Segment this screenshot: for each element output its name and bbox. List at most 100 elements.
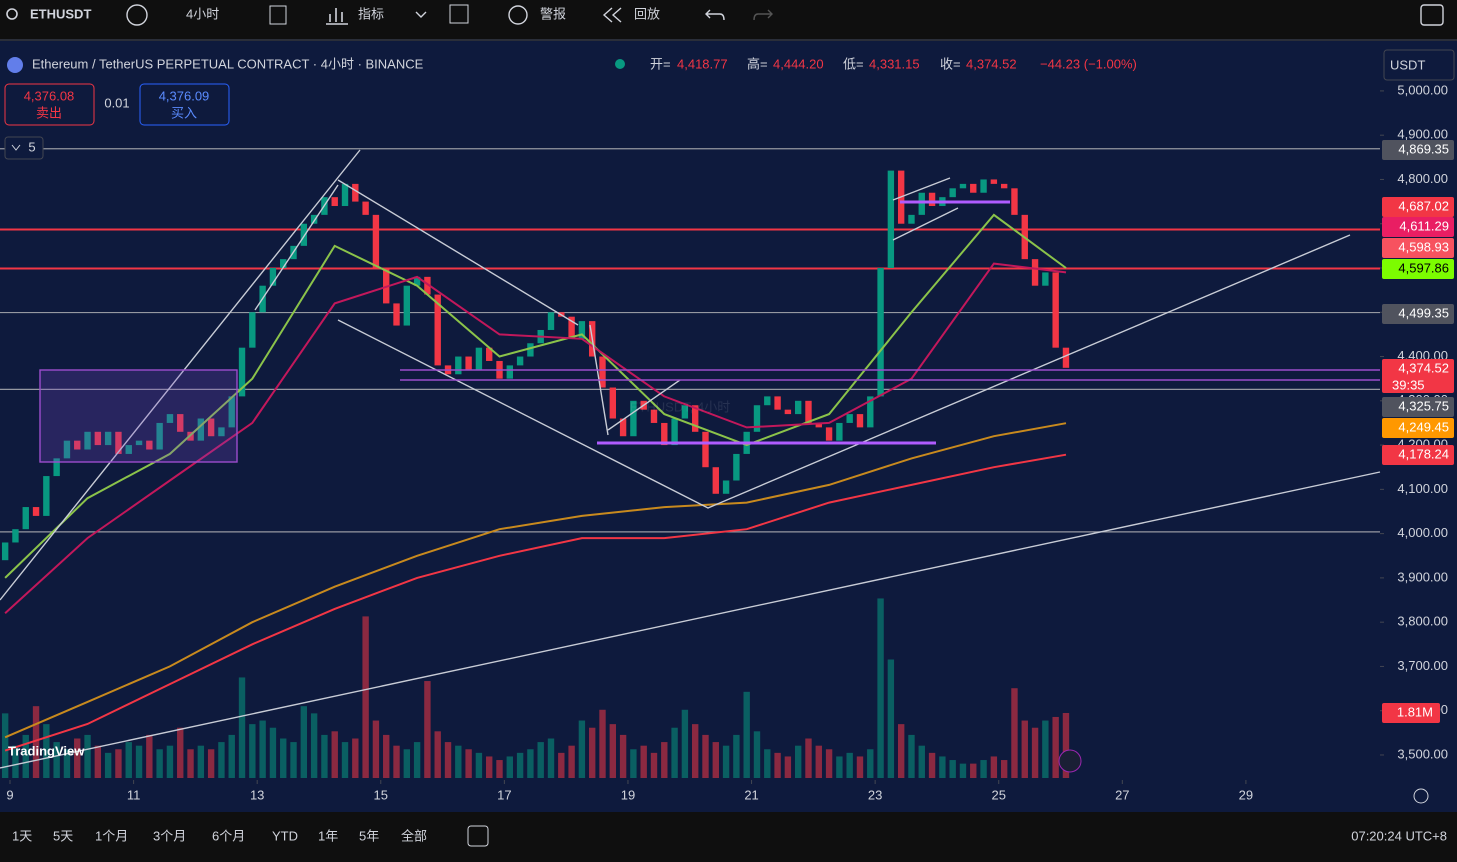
price-tag [1382,304,1454,324]
volume-bar [537,742,544,778]
ohlc-key: 收= [940,56,961,71]
price-tag-label: 4,374.52 [1398,360,1449,375]
x-tick-label: 27 [1115,787,1129,802]
range-button[interactable]: 3个月 [153,828,186,843]
volume-bar [764,749,771,778]
lightning[interactable] [1058,749,1082,773]
watermark: ETHUSDT, 4小时 [630,399,730,414]
volume-bar [568,745,575,778]
candle-body [578,321,586,339]
price-tag-label: 4,869.35 [1398,141,1449,156]
range-button[interactable]: YTD [272,828,298,843]
interval[interactable]: 4小时 [186,6,219,21]
countdown: 39:35 [1392,377,1425,392]
range-button[interactable]: 1天 [12,828,32,843]
buy-button[interactable] [139,83,230,126]
range-button[interactable]: 全部 [401,828,427,843]
range-button[interactable]: 5天 [53,828,73,843]
chart-type-icon[interactable] [269,5,287,25]
volume-bar [156,749,163,778]
candle-body [280,259,287,268]
volume-bar [990,756,998,778]
volume-bar [733,734,740,778]
candle-body [568,316,575,339]
alerts[interactable]: 警报 [540,6,566,21]
volume-bar [805,738,812,778]
y-tick-label: 4,800.00 [1397,171,1448,186]
volume-bar [836,756,843,778]
volume-bar [671,727,678,778]
volume-bar [784,756,792,778]
currency-select[interactable] [1383,49,1455,81]
volume-bar [856,756,864,778]
x-tick-label: 15 [374,787,388,802]
volume-bar [1021,720,1028,778]
add-compare[interactable] [126,4,148,26]
legend: Ethereum / TetherUS PERPETUAL CONTRACT ·… [4,49,1455,804]
price-tag-label: 4,687.02 [1398,198,1449,213]
candle-body [722,480,730,494]
volume-bar [372,720,380,778]
candle-body [609,387,616,419]
volume-bar [465,749,472,778]
fullscreen[interactable] [1420,4,1444,26]
symbol[interactable]: ETHUSDT [30,6,91,21]
volume-bar [63,749,71,778]
date-range-icon[interactable] [467,825,489,847]
volume-bar [867,749,874,778]
range-button[interactable]: 1个月 [95,828,128,843]
range-button[interactable]: 5年 [359,828,379,843]
volume-bar [558,752,565,778]
volume-bar [341,742,349,778]
volume-bar [228,734,235,778]
candle-body [1,542,9,561]
price-tag-label: 4,249.45 [1398,419,1449,434]
search-icon [6,8,18,20]
volume-bar [794,745,802,778]
candle-body [887,170,895,268]
volume-bar [877,598,884,778]
candle-body [815,422,822,428]
candle-body [43,476,50,516]
sell-button[interactable] [4,83,95,126]
volume-bar [362,616,369,778]
layout-icon[interactable] [449,4,469,24]
candle-body [125,445,132,454]
toolbar: ETHUSDT 4小时 指标 警报 回放 [6,4,1444,26]
ohlc-key: 开= [650,56,671,71]
volume-bar [980,760,987,778]
candle-body [228,396,235,428]
candle-body [506,365,513,379]
indicator-toggle[interactable] [4,136,44,160]
replay[interactable]: 回放 [634,6,660,21]
x-tick-label: 19 [621,787,635,802]
range-button[interactable]: 6个月 [212,828,245,843]
price-tag [1382,197,1454,217]
price-tag [1382,418,1454,438]
candle-body [424,276,431,295]
candle-body [733,453,740,481]
ohlc-value: 4,418.77 [677,56,728,71]
range-button[interactable]: 1年 [318,828,338,843]
candle-body [352,183,359,202]
drawings [0,149,1381,769]
candle-body [990,179,998,184]
candle-body [599,356,606,388]
x-tick-label: 13 [250,787,264,802]
dropdown[interactable] [415,11,427,18]
volume-bar [1000,760,1008,778]
volume-bar [959,763,967,778]
indicators[interactable]: 指标 [358,6,384,21]
indicators-icon [326,8,348,25]
footer [0,812,1457,862]
y-tick-label: 5,000.00 [1397,82,1448,97]
candle-body [115,431,122,454]
volume-bar [630,749,637,778]
settings[interactable] [1413,788,1429,804]
undo[interactable] [705,9,725,21]
ohlc-value: 4,374.52 [966,56,1017,71]
redo[interactable] [753,9,773,21]
volume-bar [897,724,905,778]
candle-body [784,409,792,415]
